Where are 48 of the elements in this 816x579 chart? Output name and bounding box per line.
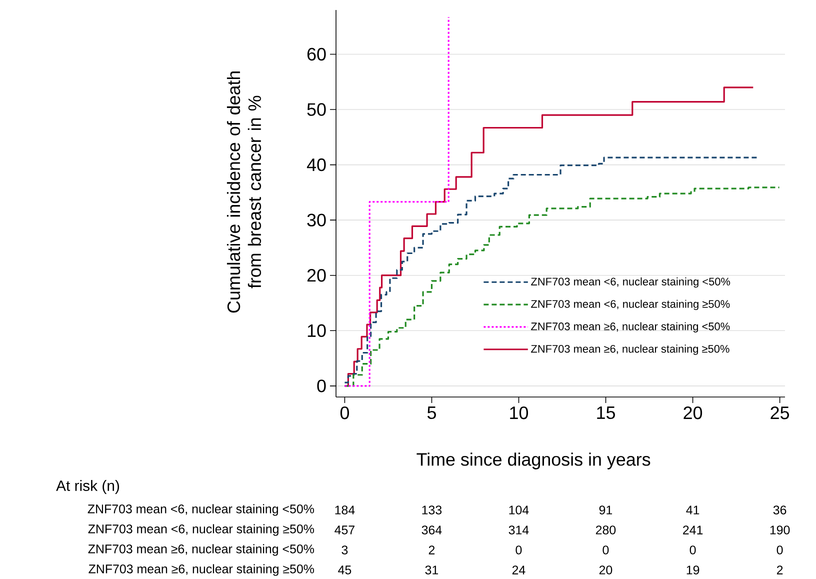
x-tick-label: 10 xyxy=(510,406,528,420)
text: 91 xyxy=(599,506,612,514)
text: 0 xyxy=(602,546,609,554)
text: 280 xyxy=(596,526,616,534)
text: 24 xyxy=(512,566,526,574)
text: ZNF703 mean ≥6, nuclear staining <50% xyxy=(88,544,314,556)
text: 184 xyxy=(335,506,355,514)
y-axis-title: Cumulative incidence of death from breast cancer in % xyxy=(226,71,262,313)
text: 2 xyxy=(776,566,783,574)
y-tick-label: 40 xyxy=(306,158,326,172)
text: 41 xyxy=(686,506,700,514)
text: 31 xyxy=(425,566,438,574)
x-axis-title: Time since diagnosis in years xyxy=(416,452,650,470)
text: 133 xyxy=(422,506,442,514)
text: ZNF703 mean <6, nuclear staining <50% xyxy=(88,504,314,516)
x-tick-label: 25 xyxy=(770,406,790,420)
y-tick-label: 10 xyxy=(308,324,326,337)
legend-label: ZNF703 mean <6, nuclear staining ≥50% xyxy=(531,300,730,310)
x-tick-label: 15 xyxy=(597,406,615,420)
text: 0 xyxy=(690,546,696,554)
text: At risk (n) xyxy=(56,480,120,494)
text: 3 xyxy=(342,546,348,554)
text: ZNF703 mean <6, nuclear staining ≥50% xyxy=(88,524,314,536)
text: 364 xyxy=(422,526,442,534)
text: 241 xyxy=(683,526,703,534)
text: 457 xyxy=(334,526,354,534)
x-tick-label: 5 xyxy=(427,406,436,420)
y-tick-label: 20 xyxy=(307,269,326,282)
y-tick-label: 50 xyxy=(307,103,326,116)
text: 0 xyxy=(516,546,522,554)
legend-label: ZNF703 mean <6, nuclear staining <50% xyxy=(531,277,730,288)
x-tick-label: 0 xyxy=(340,406,350,420)
text: 2 xyxy=(428,546,435,554)
text: 0 xyxy=(776,546,783,554)
y-tick-label: 30 xyxy=(307,214,326,226)
text: 104 xyxy=(509,506,529,514)
text: 314 xyxy=(508,526,529,534)
legend-label: ZNF703 mean ≥6, nuclear staining <50% xyxy=(531,322,730,332)
text: 190 xyxy=(770,526,790,534)
y-tick-label: 60 xyxy=(307,48,326,61)
legend-label: ZNF703 mean ≥6, nuclear staining ≥50% xyxy=(531,344,730,355)
text: 20 xyxy=(599,566,612,574)
text: 45 xyxy=(338,566,352,574)
y-tick-label: 0 xyxy=(317,380,326,392)
text: 19 xyxy=(686,566,700,574)
text: ZNF703 mean ≥6, nuclear staining ≥50% xyxy=(88,564,314,576)
text: 36 xyxy=(773,506,786,514)
x-tick-label: 20 xyxy=(684,406,702,420)
